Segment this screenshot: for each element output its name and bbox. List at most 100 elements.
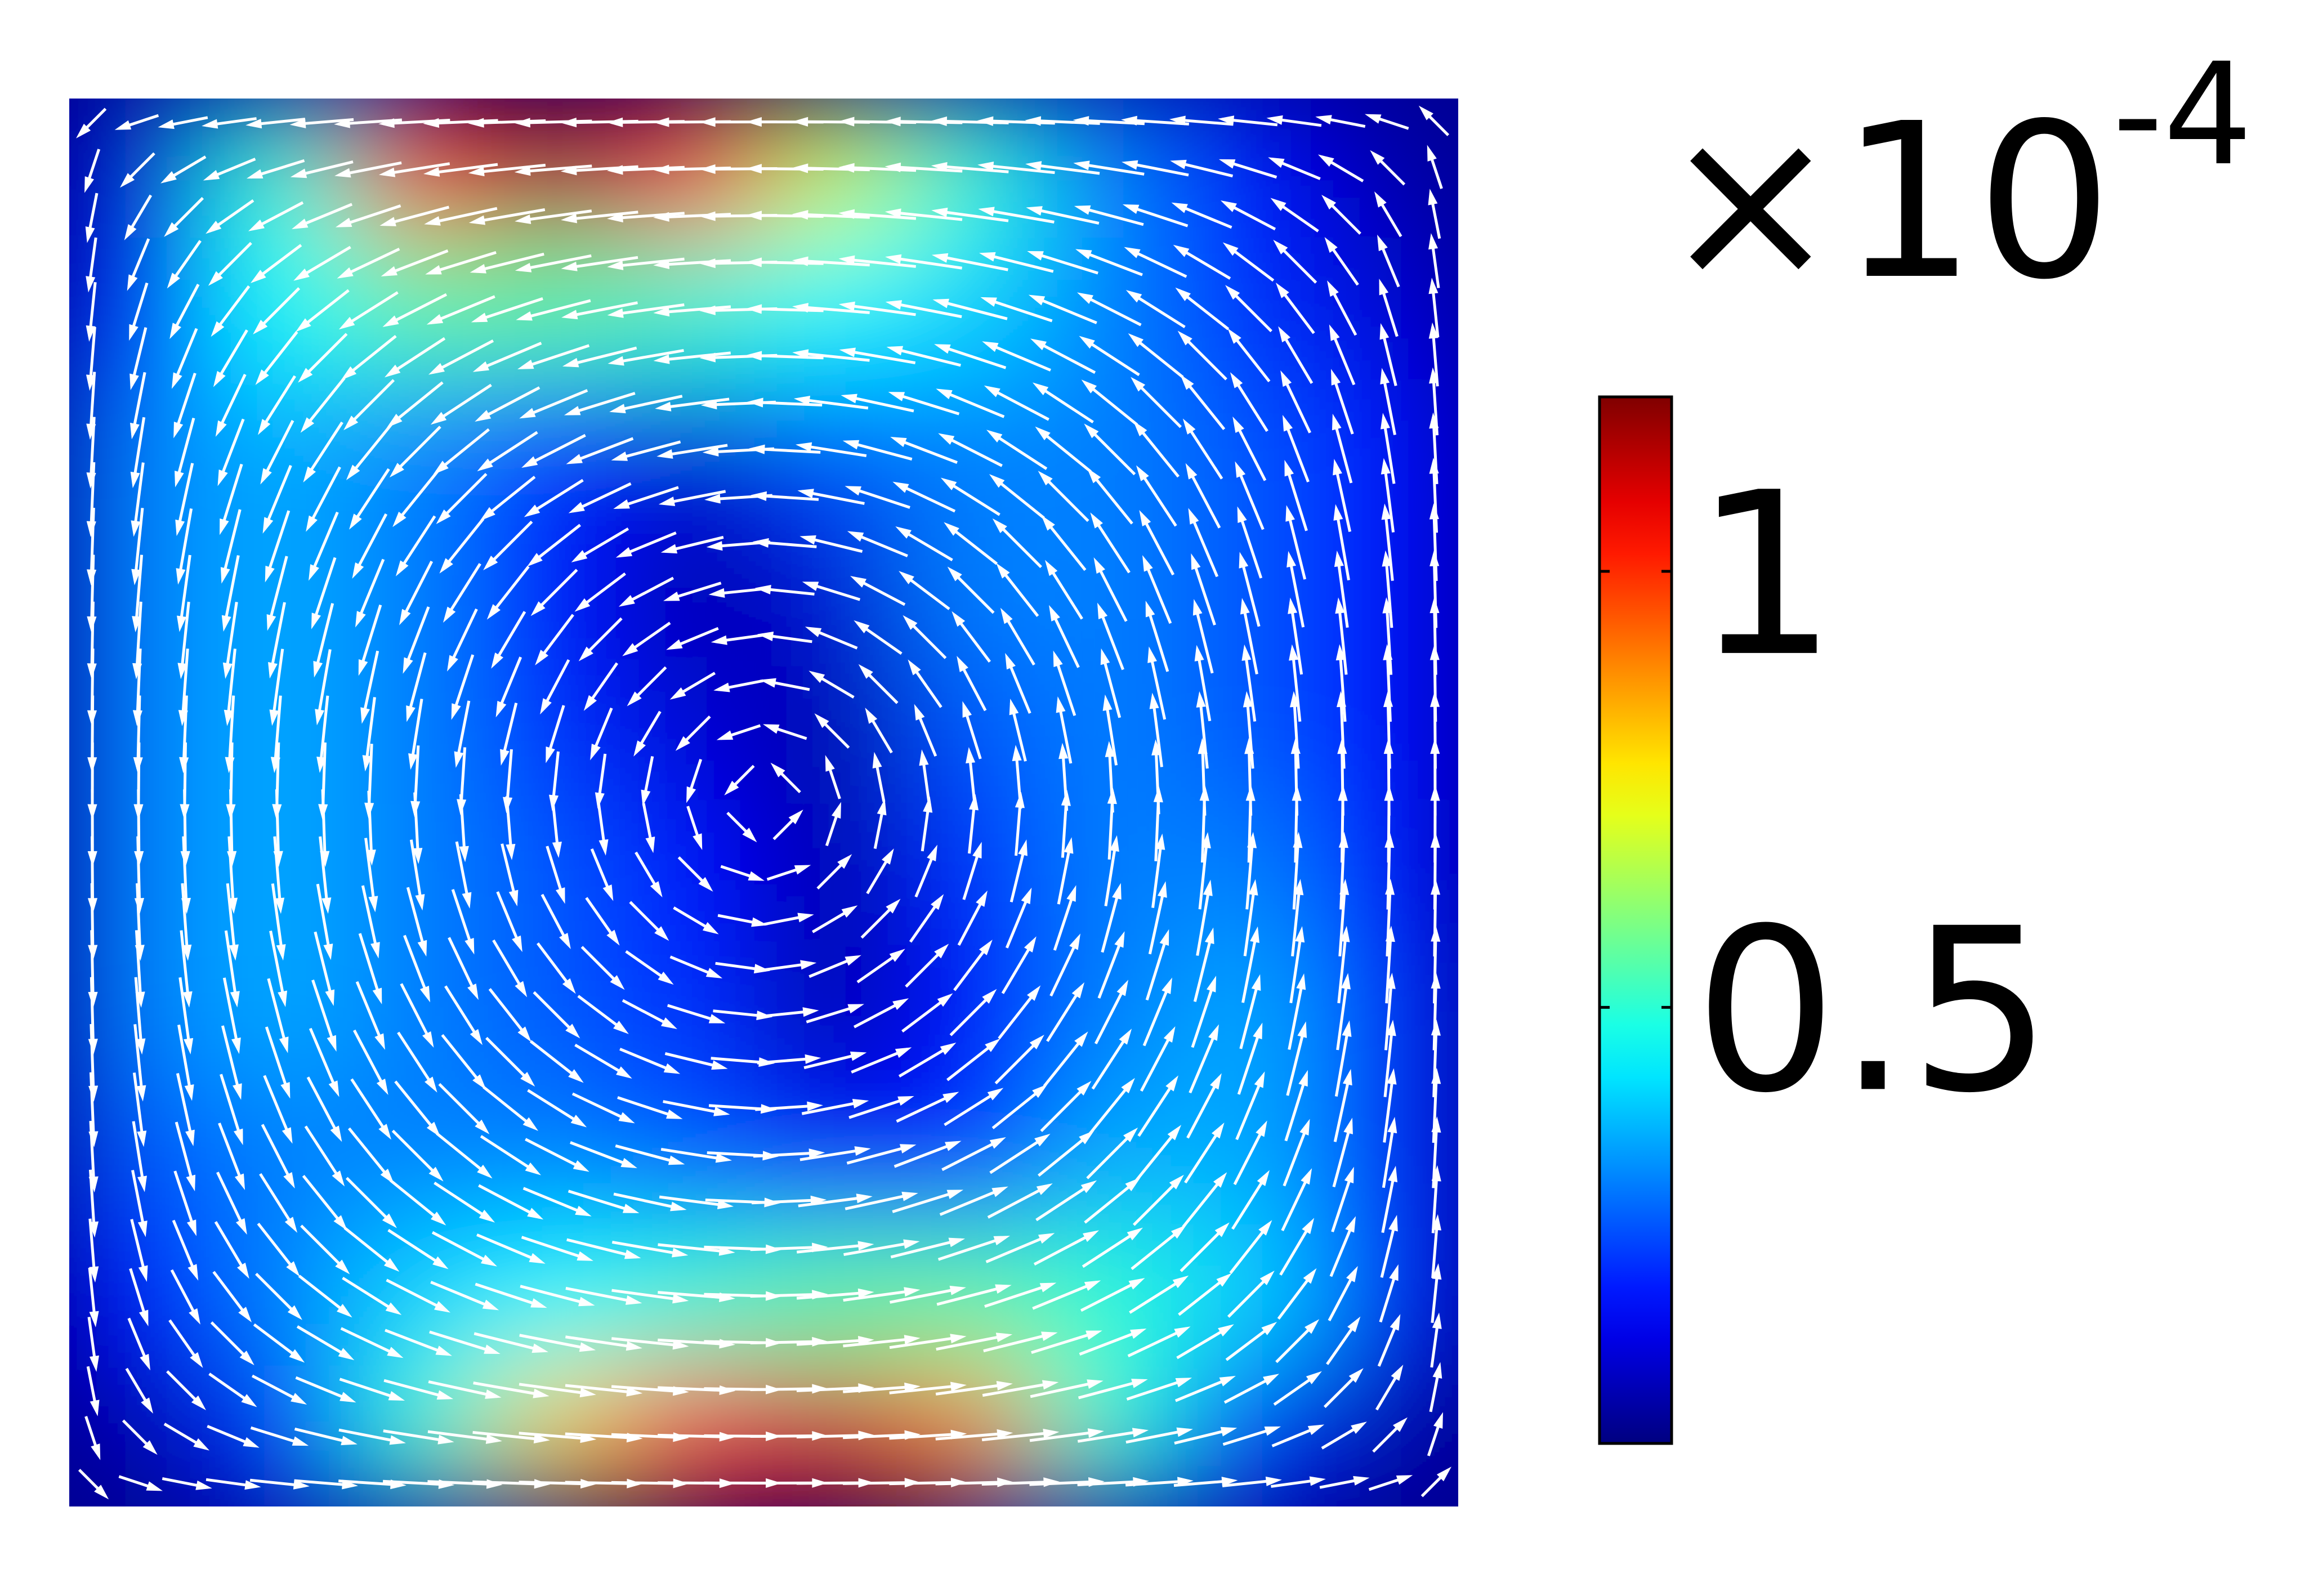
flow-arrow-head [1026,206,1043,216]
flow-arrow-shaft [611,1433,685,1439]
flow-arrow-head [1430,785,1440,801]
flow-arrow-head [338,1348,355,1361]
flow-arrow-shaft [892,1190,960,1213]
flow-arrow-head [169,323,181,339]
flow-arrow-shaft [178,977,191,1050]
flow-arrow-head [284,1217,298,1233]
flow-arrow-head [211,321,225,337]
flow-arrow-head [795,442,812,452]
flow-arrow-head [1264,1426,1281,1436]
flow-arrow-head [578,646,593,661]
flow-arrow-shaft [1151,697,1163,767]
flow-arrow-head [1388,1214,1398,1232]
flow-arrow-shaft [476,1233,542,1263]
flow-arrow-shaft [476,342,542,372]
flow-arrow-head [903,1239,920,1249]
flow-arrow-head [233,1128,243,1146]
flow-arrow-head [850,1051,867,1061]
flow-arrow-head [704,494,721,504]
flow-arrow-shaft [352,513,388,576]
flow-arrow-head [805,1054,821,1064]
flow-arrow-head [616,1066,632,1079]
flow-arrow-head [193,1438,210,1451]
flow-arrow-head [1049,605,1060,622]
flow-arrow-head [1163,1026,1176,1043]
flow-arrow-shaft [265,1026,291,1095]
flow-arrow-head [945,1141,962,1151]
flow-arrow-head [653,354,670,364]
flow-arrow-head [1084,1280,1101,1291]
flow-arrow-head [566,454,583,464]
flow-arrow-shaft [1030,207,1100,225]
flow-arrow-shaft [1336,555,1349,628]
flow-arrow-shaft [427,1430,498,1442]
flow-arrow-shaft [364,838,376,908]
flow-arrow-head [745,211,762,221]
flow-arrow-head [837,854,852,869]
flow-arrow-head [556,887,565,904]
flow-arrow-head [389,1435,406,1445]
flow-arrow-head [506,844,516,860]
flow-arrow-head [1198,737,1208,754]
flow-arrow-head [475,1119,490,1134]
flow-arrow-head [715,1153,732,1163]
flow-arrow-head [468,167,485,177]
flow-arrow-head [171,372,182,389]
flow-arrow-shaft [843,212,917,220]
flow-arrow-head [1387,1068,1397,1085]
flow-arrow-shaft [519,1334,592,1351]
flow-arrow-head [1083,1230,1100,1242]
flow-arrow-head [303,466,316,483]
colorbar: 0.51 [1598,395,2052,1445]
flow-arrow-shaft [472,1430,546,1442]
flow-arrow-head [313,660,323,678]
flow-arrow-head [1225,285,1240,300]
flow-arrow-shaft [1384,977,1393,1050]
flow-arrow-head [423,118,440,128]
flow-arrow-shaft [519,209,592,222]
flow-arrow-head [938,433,955,445]
flow-arrow-head [1042,1380,1059,1390]
flow-arrow-head [382,315,399,327]
flow-arrow-head [1374,191,1387,208]
flow-arrow-head [561,310,578,320]
flow-arrow-head [838,301,855,311]
flow-arrow-head [1305,1319,1320,1334]
flow-arrow-head [699,211,716,221]
flow-arrow-shaft [1284,463,1308,531]
flow-arrow-head [931,162,948,172]
flow-arrow-head [607,356,624,366]
flow-arrow-head [1158,881,1167,898]
flow-arrow-head [127,274,138,291]
flow-arrow-head [338,316,355,330]
flow-arrow-head [1431,1165,1441,1182]
flow-arrow-head [1243,691,1253,708]
flow-arrow-head [1379,323,1390,340]
flow-arrow-shaft [311,979,337,1048]
flow-arrow-shaft [796,305,870,314]
flow-arrow-shaft [309,511,339,578]
flow-arrow-head [754,584,771,594]
flow-arrow-head [653,164,669,175]
flow-arrow-shaft [750,307,824,312]
flow-arrow-head [602,884,614,901]
flow-arrow-head [1265,1476,1282,1486]
flow-arrow-head [129,324,139,341]
flow-arrow-head [296,318,311,332]
flow-arrow-head [1342,1069,1352,1086]
flow-arrow-shaft [1288,555,1305,628]
flow-arrow-head [745,164,762,174]
flow-arrow-shaft [177,1025,193,1097]
flow-arrow-shaft [1243,883,1257,956]
flow-arrow-head [399,609,411,625]
flow-arrow-shaft [1292,695,1300,769]
flow-arrow-head [341,1436,358,1446]
flow-arrow-head [546,746,555,763]
flow-arrow-shaft [475,297,543,323]
flow-arrow-head [439,558,453,574]
flow-arrow-head [1136,465,1149,481]
flow-arrow-shaft [1241,602,1258,674]
flow-arrow-shaft [473,252,544,273]
flow-arrow-head [745,257,762,267]
